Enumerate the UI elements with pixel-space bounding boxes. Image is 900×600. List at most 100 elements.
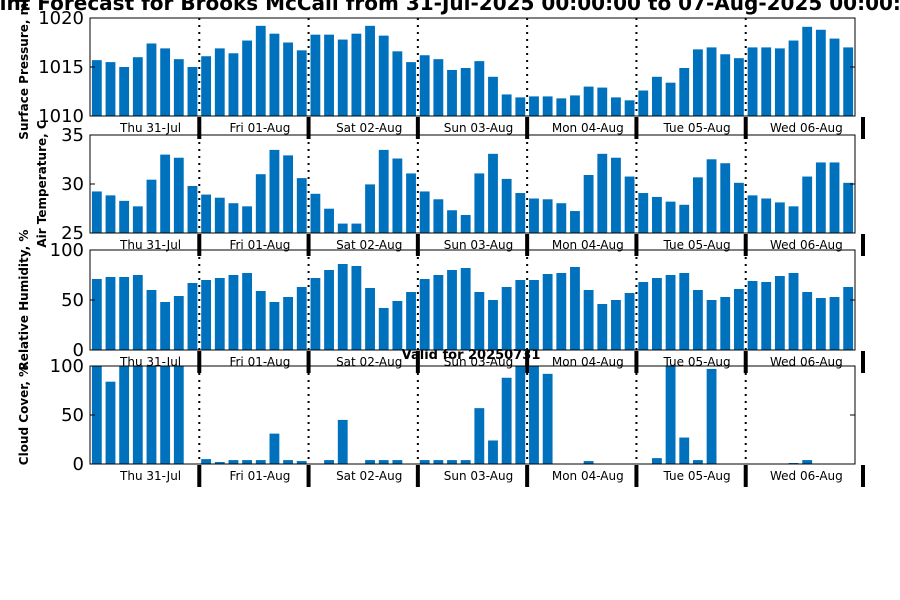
- pressure-bar: [843, 47, 854, 116]
- temperature-bar: [597, 153, 608, 233]
- chart-panels: 1010 1015 1020 Surface Pressure, mb Thu 31-J…: [17, 0, 865, 487]
- humidity-y-tick-label: 100: [50, 240, 84, 261]
- cloud-cover-bar: [474, 408, 485, 464]
- day-label: Mon 04-Aug: [552, 355, 624, 369]
- temperature-bar: [105, 195, 116, 233]
- humidity-bar: [160, 302, 171, 350]
- temperature-bar: [706, 159, 717, 233]
- temperature-bar: [433, 199, 444, 233]
- pressure-bar: [433, 59, 444, 116]
- cloud-cover-bar: [105, 381, 116, 464]
- temperature-bar: [392, 158, 403, 233]
- pressure-bar: [392, 51, 403, 116]
- pressure-bar: [583, 86, 594, 116]
- humidity-bar: [146, 290, 157, 350]
- cloud-cover-bar: [583, 461, 594, 464]
- cloud-cover-bar: [652, 458, 662, 464]
- humidity-bar: [501, 287, 512, 350]
- humidity-bar: [201, 280, 212, 350]
- cloud-cover-bar: [132, 366, 143, 464]
- day-label: Mon 04-Aug: [552, 238, 624, 252]
- day-label: Sun 03-Aug: [444, 238, 513, 252]
- humidity-bar: [474, 292, 485, 350]
- pressure-bar: [665, 82, 676, 116]
- cloud-cover-bar: [365, 460, 375, 464]
- pressure-bar: [652, 76, 662, 116]
- humidity-bar: [815, 298, 826, 350]
- humidity-bar: [720, 297, 731, 350]
- temperature-y-tick-label: 35: [61, 125, 84, 146]
- temperature-bar: [747, 195, 758, 233]
- pressure-panel: 1010 1015 1020 Surface Pressure, mb Thu 31-J…: [17, 0, 865, 140]
- humidity-bar: [351, 266, 362, 350]
- humidity-bar: [624, 293, 635, 350]
- cloud-cover-bar: [242, 460, 253, 464]
- cloud-cover-bar: [515, 366, 526, 464]
- pressure-bar: [201, 56, 212, 116]
- pressure-bar: [255, 25, 266, 117]
- pressure-bar: [242, 40, 253, 116]
- pressure-bar: [337, 39, 348, 117]
- cloud-cover-bar: [542, 373, 553, 464]
- temperature-bar: [829, 162, 840, 233]
- humidity-bar: [529, 280, 539, 350]
- humidity-bar: [843, 287, 854, 350]
- cloud-cover-bar: [501, 377, 512, 464]
- pressure-y-tick-label: 1010: [38, 106, 84, 127]
- pressure-bar: [296, 50, 307, 117]
- pressure-bar: [474, 61, 485, 116]
- temperature-bar: [556, 203, 567, 233]
- temperature-bar: [843, 182, 854, 233]
- cloud-cover-y-tick-label: 100: [50, 356, 84, 377]
- pressure-bar: [774, 48, 785, 116]
- day-label: Sat 02-Aug: [336, 121, 402, 135]
- cloud-cover-bar: [692, 460, 703, 464]
- pressure-bar: [515, 97, 526, 116]
- day-label: Fri 01-Aug: [229, 355, 290, 369]
- temperature-bar: [324, 208, 334, 233]
- temperature-bar: [815, 162, 826, 233]
- humidity-bar: [269, 302, 280, 350]
- day-label: Thu 31-Jul: [119, 238, 181, 252]
- temperature-bar: [761, 198, 772, 233]
- temperature-bar: [160, 154, 171, 233]
- humidity-bar: [570, 267, 580, 350]
- humidity-bar: [611, 300, 621, 350]
- day-label: Sun 03-Aug: [444, 469, 513, 483]
- humidity-bar: [829, 297, 840, 350]
- humidity-y-tick-label: 0: [73, 340, 84, 361]
- pressure-bar: [378, 35, 389, 116]
- humidity-bar: [692, 290, 703, 350]
- humidity-bar: [310, 278, 321, 350]
- humidity-bar: [324, 270, 334, 350]
- pressure-bar: [173, 59, 184, 116]
- cloud-cover-bar: [91, 366, 102, 464]
- day-label: Wed 06-Aug: [770, 355, 843, 369]
- cloud-cover-bar: [419, 460, 430, 464]
- humidity-bar: [337, 264, 348, 350]
- humidity-bar: [665, 275, 676, 350]
- cloud-cover-y-tick-label: 0: [73, 454, 84, 475]
- temperature-bar: [132, 206, 143, 233]
- cloud-cover-bar: [160, 366, 171, 464]
- temperature-bar: [119, 200, 130, 233]
- temperature-bar: [365, 184, 375, 233]
- humidity-bar: [187, 283, 198, 350]
- temperature-bar: [201, 194, 212, 233]
- temperature-bar: [788, 206, 799, 233]
- humidity-bar: [488, 300, 498, 350]
- humidity-bar: [105, 277, 116, 350]
- temperature-bar: [91, 191, 102, 233]
- temperature-bar: [501, 178, 512, 233]
- pressure-bar: [187, 67, 198, 116]
- temperature-bar: [638, 193, 649, 233]
- chart-title: Point Forecast for Brooks McCall from 31…: [0, 0, 900, 15]
- chart-subtitle: Valid for 20250731: [402, 348, 541, 363]
- cloud-cover-bar: [706, 368, 717, 464]
- cloud-cover-bar: [378, 460, 389, 464]
- pressure-y-tick-label: 1015: [38, 57, 84, 78]
- humidity-bar: [447, 270, 457, 350]
- temperature-y-axis-label: Air Temperature, C: [35, 120, 49, 248]
- pressure-bar: [160, 48, 171, 116]
- pressure-bar: [597, 87, 608, 116]
